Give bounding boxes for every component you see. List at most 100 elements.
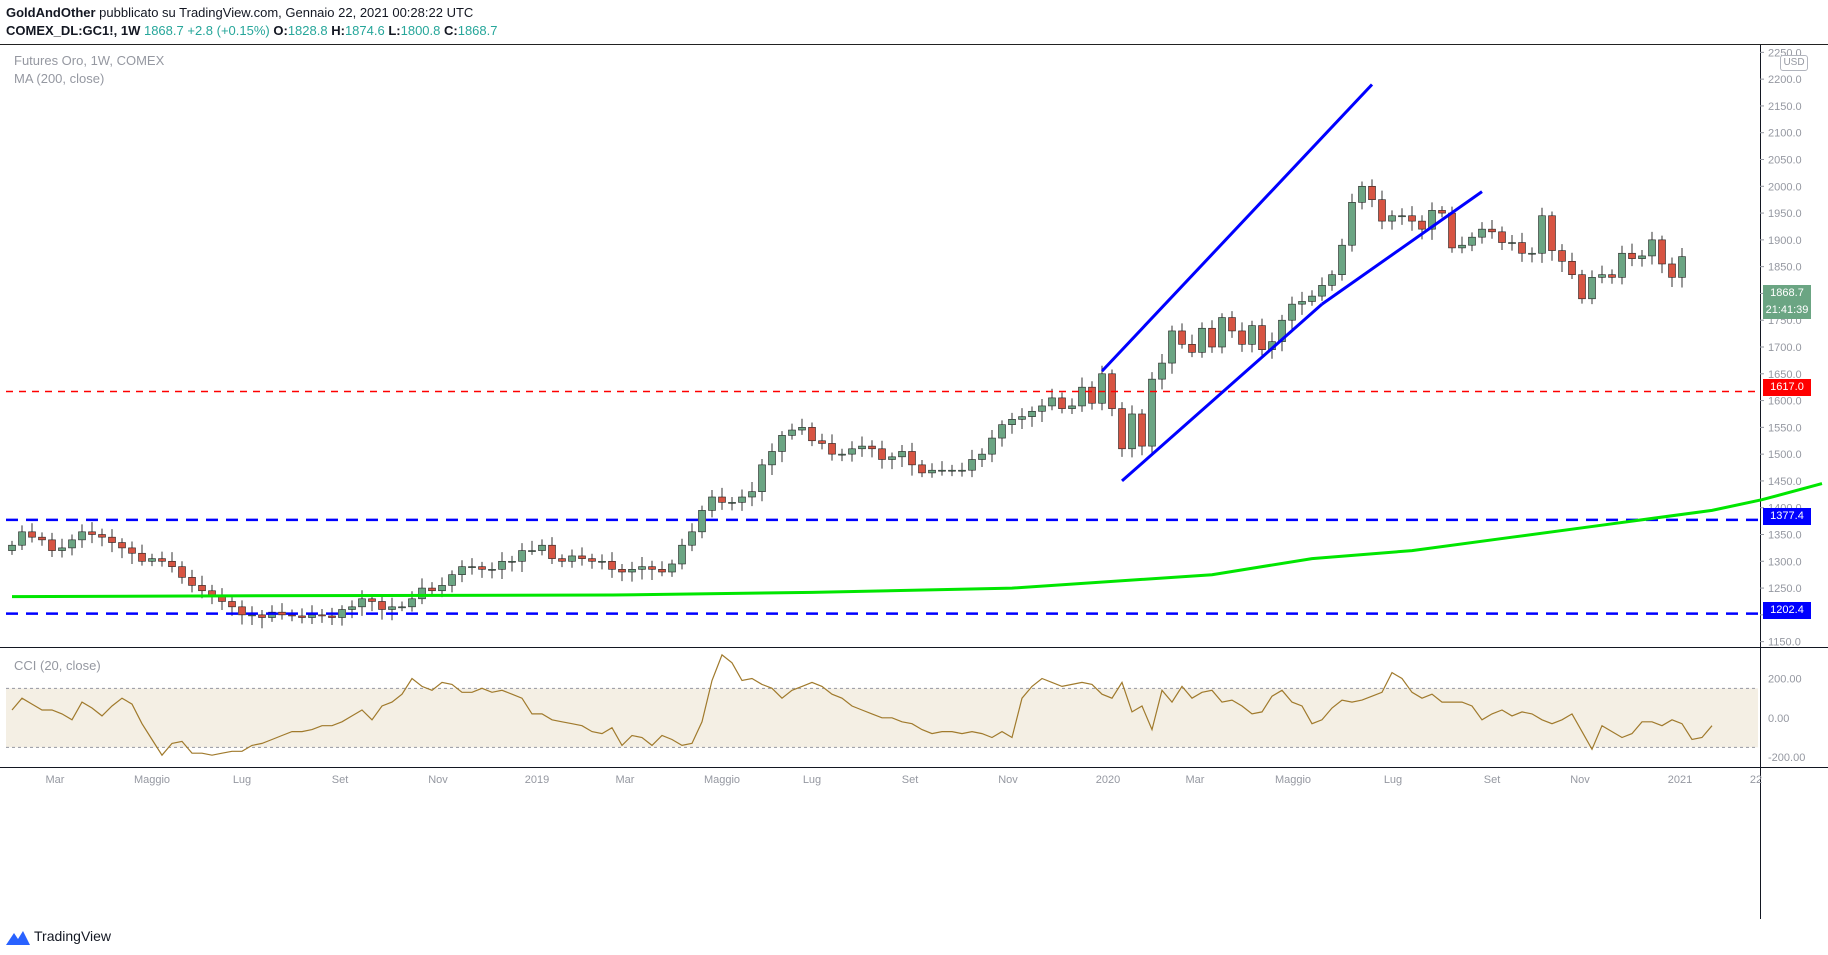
candle-body: [1358, 185, 1366, 203]
cci-legend[interactable]: CCI (20, close): [14, 658, 101, 673]
candle-body: [1568, 260, 1576, 275]
candle-body: [338, 609, 346, 618]
channel-upper-line: [1100, 83, 1374, 373]
candle-body: [258, 614, 266, 618]
candle-body: [738, 496, 746, 503]
candle-body: [1658, 239, 1666, 265]
level-badge-1377: 1377.4: [1763, 508, 1811, 525]
chart-canvas[interactable]: 1150.01200.01250.01300.01350.01400.01450…: [0, 45, 1828, 920]
candle-body: [1368, 185, 1376, 200]
candle-body: [908, 451, 916, 466]
price-change: +2.8 (+0.15%): [187, 23, 270, 38]
publish-line: GoldAndOther pubblicato su TradingView.c…: [6, 4, 473, 22]
candle-body: [438, 585, 446, 592]
price-tick-label: 1950.0: [1768, 208, 1802, 220]
candle-body: [1448, 212, 1456, 249]
candle-body: [1238, 330, 1246, 345]
candle-body: [98, 534, 106, 538]
candle-body: [1598, 274, 1606, 278]
candle-body: [458, 566, 466, 575]
candle-body: [148, 558, 156, 562]
current-price-badge: 1868.7: [1763, 285, 1811, 302]
candle-body: [588, 558, 596, 562]
candle-body: [1278, 319, 1286, 342]
time-tick-label: 2021: [1668, 774, 1692, 786]
candle-body: [858, 445, 866, 450]
ma-legend[interactable]: MA (200, close): [14, 71, 105, 86]
candle-body: [1678, 256, 1686, 278]
price-tick-label: 1850.0: [1768, 262, 1802, 274]
currency-label[interactable]: USD: [1780, 55, 1808, 71]
low-label: L:: [388, 23, 401, 38]
candle-body: [1348, 202, 1356, 246]
candle-body: [18, 531, 26, 546]
candle-body: [558, 558, 566, 562]
candle-body: [88, 531, 96, 535]
open-label: O:: [273, 23, 288, 38]
candle-body: [1028, 410, 1036, 417]
symbol-label[interactable]: COMEX_DL:GC1!, 1W: [6, 23, 141, 38]
candle-body: [1538, 215, 1546, 254]
close-label: C:: [444, 23, 458, 38]
candle-body: [668, 563, 676, 573]
candle-body: [648, 566, 656, 570]
candle-body: [958, 469, 966, 472]
candle-body: [108, 536, 116, 543]
candle-body: [1288, 303, 1296, 321]
level-badge-1202: 1202.4: [1763, 602, 1811, 619]
candle-body: [398, 606, 406, 609]
candle-body: [628, 569, 636, 573]
author-name[interactable]: GoldAndOther: [6, 5, 96, 20]
candle-body: [78, 531, 86, 541]
candle-body: [358, 598, 366, 608]
main-legend[interactable]: Futures Oro, 1W, COMEX: [14, 53, 165, 68]
candle-body: [1038, 405, 1046, 412]
candle-body: [478, 566, 486, 570]
candle-body: [28, 531, 36, 538]
candle-body: [468, 566, 476, 568]
candle-body: [1628, 252, 1636, 259]
published-text: pubblicato su TradingView.com, Gennaio 2…: [99, 5, 474, 20]
candle-body: [1668, 263, 1676, 278]
candle-body: [1078, 386, 1086, 407]
candle-body: [608, 560, 616, 570]
candle-body: [418, 587, 426, 600]
candle-body: [1188, 344, 1196, 353]
candle-body: [568, 555, 576, 562]
candle-body: [138, 552, 146, 562]
candle-body: [1008, 419, 1016, 425]
cci-tick-label: 0.00: [1768, 713, 1789, 725]
candle-body: [918, 464, 926, 474]
time-tick-label: 2020: [1096, 774, 1120, 786]
price-tick-label: 2050.0: [1768, 155, 1802, 167]
candle-body: [1158, 362, 1166, 380]
candle-body: [538, 544, 546, 551]
close-value: 1868.7: [457, 23, 498, 38]
candle-body: [198, 585, 206, 592]
price-tick-label: 1450.0: [1768, 476, 1802, 488]
candle-body: [1528, 252, 1536, 255]
tradingview-logo-icon[interactable]: [6, 929, 30, 945]
candle-body: [1518, 242, 1526, 254]
candle-body: [388, 606, 396, 610]
candle-body: [578, 555, 586, 559]
time-tick-label: Maggio: [134, 774, 170, 786]
price-tick-label: 1700.0: [1768, 342, 1802, 354]
candle-body: [728, 502, 736, 504]
candle-body: [1048, 397, 1056, 407]
candle-body: [1228, 317, 1236, 332]
candle-body: [1508, 242, 1516, 244]
price-tick-label: 1650.0: [1768, 369, 1802, 381]
price-tick-label: 1350.0: [1768, 530, 1802, 542]
chart-background: [0, 45, 1828, 920]
candle-body: [1498, 231, 1506, 243]
candle-body: [408, 598, 416, 608]
candle-body: [188, 577, 196, 586]
chart-frame[interactable]: 1150.01200.01250.01300.01350.01400.01450…: [0, 44, 1828, 921]
candle-body: [868, 445, 876, 450]
open-value: 1828.8: [287, 23, 328, 38]
candle-body: [1168, 330, 1176, 364]
candle-body: [1198, 327, 1206, 353]
brand-name[interactable]: TradingView: [34, 928, 112, 944]
candle-body: [48, 539, 56, 551]
